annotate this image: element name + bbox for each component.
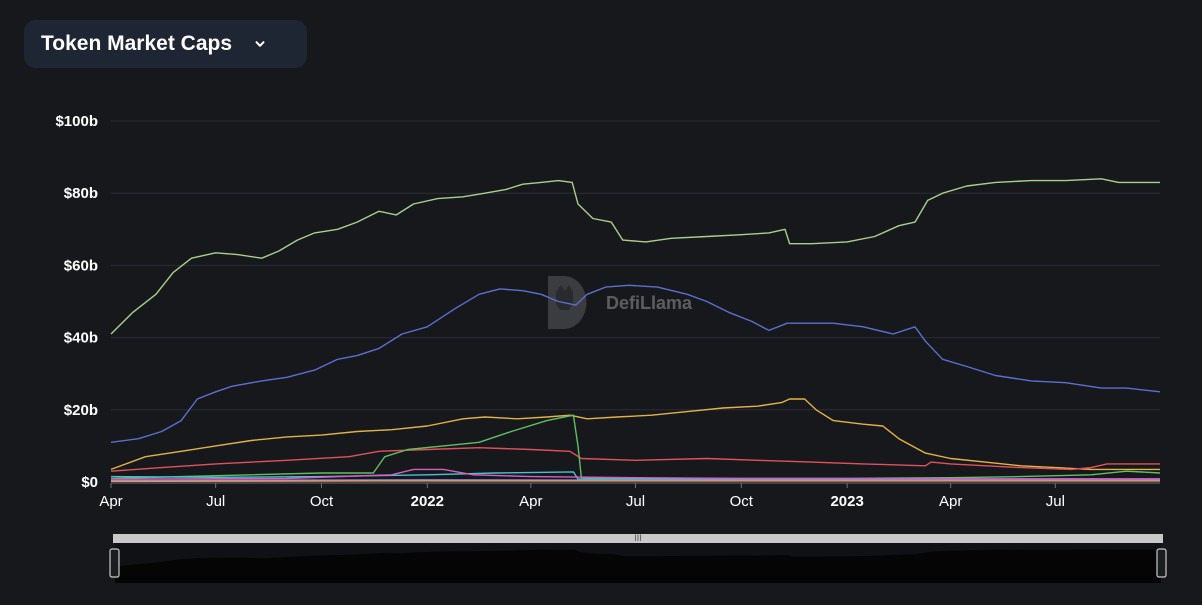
data-zoom-slider[interactable]: III: [109, 533, 1167, 583]
zoom-bar[interactable]: [113, 534, 1163, 543]
watermark-text: DefiLlama: [606, 293, 693, 313]
series-line-7: [110, 468, 1160, 480]
zoom-handle-right[interactable]: [1156, 548, 1167, 578]
x-tick-label: Oct: [310, 493, 334, 510]
chevron-down-icon: [255, 41, 265, 47]
series-line-1: [110, 178, 1160, 335]
selector-label: Token Market Caps: [41, 32, 232, 55]
zoom-overview-area: [115, 549, 1161, 583]
x-tick-label: 2023: [830, 493, 863, 510]
x-tick-label: Jul: [206, 493, 225, 510]
y-tick-label: $40b: [64, 330, 98, 347]
series-lines: [110, 178, 1161, 482]
x-tick-label: Oct: [730, 493, 754, 510]
x-tick-label: Apr: [99, 493, 122, 510]
series-line-4: [110, 447, 1160, 472]
x-tick-label: Jul: [1046, 493, 1065, 510]
y-tick-label: $100b: [55, 113, 98, 130]
y-tick-label: $0: [81, 474, 98, 491]
y-tick-label: $60b: [64, 257, 98, 274]
zoom-grip-icon[interactable]: III: [634, 533, 642, 543]
y-axis-ticks: $0 $20b $40b $60b $80b $100b: [55, 113, 98, 491]
x-tick-label: Jul: [626, 493, 645, 510]
series-line-3: [110, 398, 1160, 471]
x-axis-ticks: Apr Jul Oct 2022 Apr Jul Oct 2023 Apr Jul: [99, 483, 1065, 510]
series-line-2: [110, 284, 1161, 443]
llama-logo-icon: [548, 276, 587, 329]
defillama-watermark: DefiLlama: [548, 276, 693, 329]
x-tick-label: Apr: [939, 493, 962, 510]
series-line-6: [110, 471, 1160, 481]
x-tick-label: 2022: [411, 493, 444, 510]
zoom-handle-left[interactable]: [109, 548, 120, 578]
series-line-5: [110, 414, 1161, 480]
y-tick-label: $80b: [64, 185, 98, 202]
token-market-caps-selector[interactable]: Token Market Caps: [24, 20, 307, 68]
y-tick-label: $20b: [64, 402, 98, 419]
x-tick-label: Apr: [519, 493, 542, 510]
